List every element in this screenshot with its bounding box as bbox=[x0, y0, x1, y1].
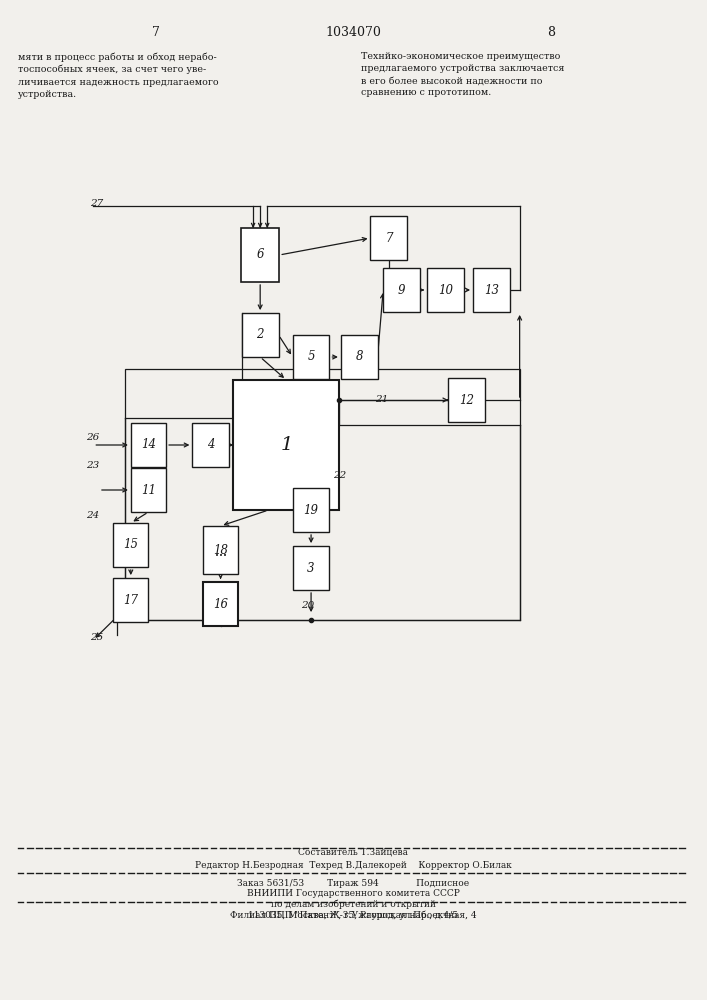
Bar bbox=[233, 380, 339, 510]
Bar bbox=[131, 423, 166, 467]
Text: Технйко-экономическое преимущество
предлагаемого устройства заключается
в его бо: Технйко-экономическое преимущество предл… bbox=[361, 52, 564, 97]
Bar bbox=[370, 216, 407, 260]
Text: 17: 17 bbox=[123, 593, 139, 606]
Text: 4: 4 bbox=[207, 438, 214, 452]
Text: 25: 25 bbox=[90, 634, 104, 642]
Bar bbox=[427, 268, 464, 312]
Text: 8: 8 bbox=[547, 25, 556, 38]
Bar bbox=[341, 335, 378, 379]
Text: 23: 23 bbox=[86, 460, 100, 470]
Text: 27: 27 bbox=[90, 200, 104, 209]
Text: Филиал ППП "Патент", г.Ужгород, ул.Проектная, 4: Филиал ППП "Патент", г.Ужгород, ул.Проек… bbox=[230, 910, 477, 920]
Bar bbox=[203, 526, 238, 574]
Text: 1: 1 bbox=[280, 436, 293, 454]
Text: 113035, Москва, Ж-35, Раушская наб., д.4/5: 113035, Москва, Ж-35, Раушская наб., д.4… bbox=[248, 910, 459, 920]
Text: 6: 6 bbox=[257, 248, 264, 261]
Text: 7: 7 bbox=[151, 25, 160, 38]
Bar bbox=[242, 313, 279, 357]
Text: 24: 24 bbox=[86, 510, 100, 520]
Bar bbox=[241, 228, 279, 282]
Text: Заказ 5631/53        Тираж 594             Подписное: Заказ 5631/53 Тираж 594 Подписное bbox=[238, 879, 469, 888]
Text: Редактор Н.Безродная  Техред В.Далекорей    Корректор О.Билак: Редактор Н.Безродная Техред В.Далекорей … bbox=[195, 861, 512, 870]
Bar bbox=[125, 369, 520, 620]
Text: 14: 14 bbox=[141, 438, 156, 452]
Text: 9: 9 bbox=[398, 284, 405, 296]
Bar bbox=[293, 488, 329, 532]
Text: мяти в процесс работы и обход нерабо-
тоспособных ячеек, за счет чего уве-
личив: мяти в процесс работы и обход нерабо- то… bbox=[18, 52, 218, 99]
Bar bbox=[448, 378, 485, 422]
Bar bbox=[293, 546, 329, 590]
Bar bbox=[293, 335, 329, 379]
Bar bbox=[131, 468, 166, 512]
Text: 10: 10 bbox=[438, 284, 453, 296]
Text: ВНИИПИ Государственного комитета СССР: ВНИИПИ Государственного комитета СССР bbox=[247, 890, 460, 898]
Bar bbox=[473, 268, 510, 312]
Text: 1034070: 1034070 bbox=[325, 25, 382, 38]
Bar bbox=[113, 578, 148, 622]
Text: 7: 7 bbox=[385, 232, 392, 244]
Bar bbox=[383, 268, 420, 312]
Text: 8: 8 bbox=[356, 351, 363, 363]
Text: 21: 21 bbox=[375, 395, 388, 404]
Text: 13: 13 bbox=[484, 284, 499, 296]
Text: 15: 15 bbox=[123, 538, 139, 552]
Bar bbox=[113, 523, 148, 567]
Text: 22: 22 bbox=[333, 472, 346, 481]
Bar bbox=[192, 423, 229, 467]
Text: 12: 12 bbox=[459, 393, 474, 406]
Text: по делам изобретений и открытий: по делам изобретений и открытий bbox=[271, 899, 436, 909]
Text: 2: 2 bbox=[257, 328, 264, 342]
Text: 26: 26 bbox=[86, 432, 100, 442]
Text: 20: 20 bbox=[301, 602, 314, 610]
Bar bbox=[203, 582, 238, 626]
Text: 18: 18 bbox=[213, 544, 228, 556]
Text: 19: 19 bbox=[303, 504, 319, 516]
Text: 11: 11 bbox=[141, 484, 156, 496]
Text: 3: 3 bbox=[308, 562, 315, 574]
Text: •••: ••• bbox=[215, 553, 226, 559]
Text: 16: 16 bbox=[213, 597, 228, 610]
Text: Составитель Т.Зайцева: Составитель Т.Зайцева bbox=[298, 847, 409, 856]
Text: 5: 5 bbox=[308, 351, 315, 363]
